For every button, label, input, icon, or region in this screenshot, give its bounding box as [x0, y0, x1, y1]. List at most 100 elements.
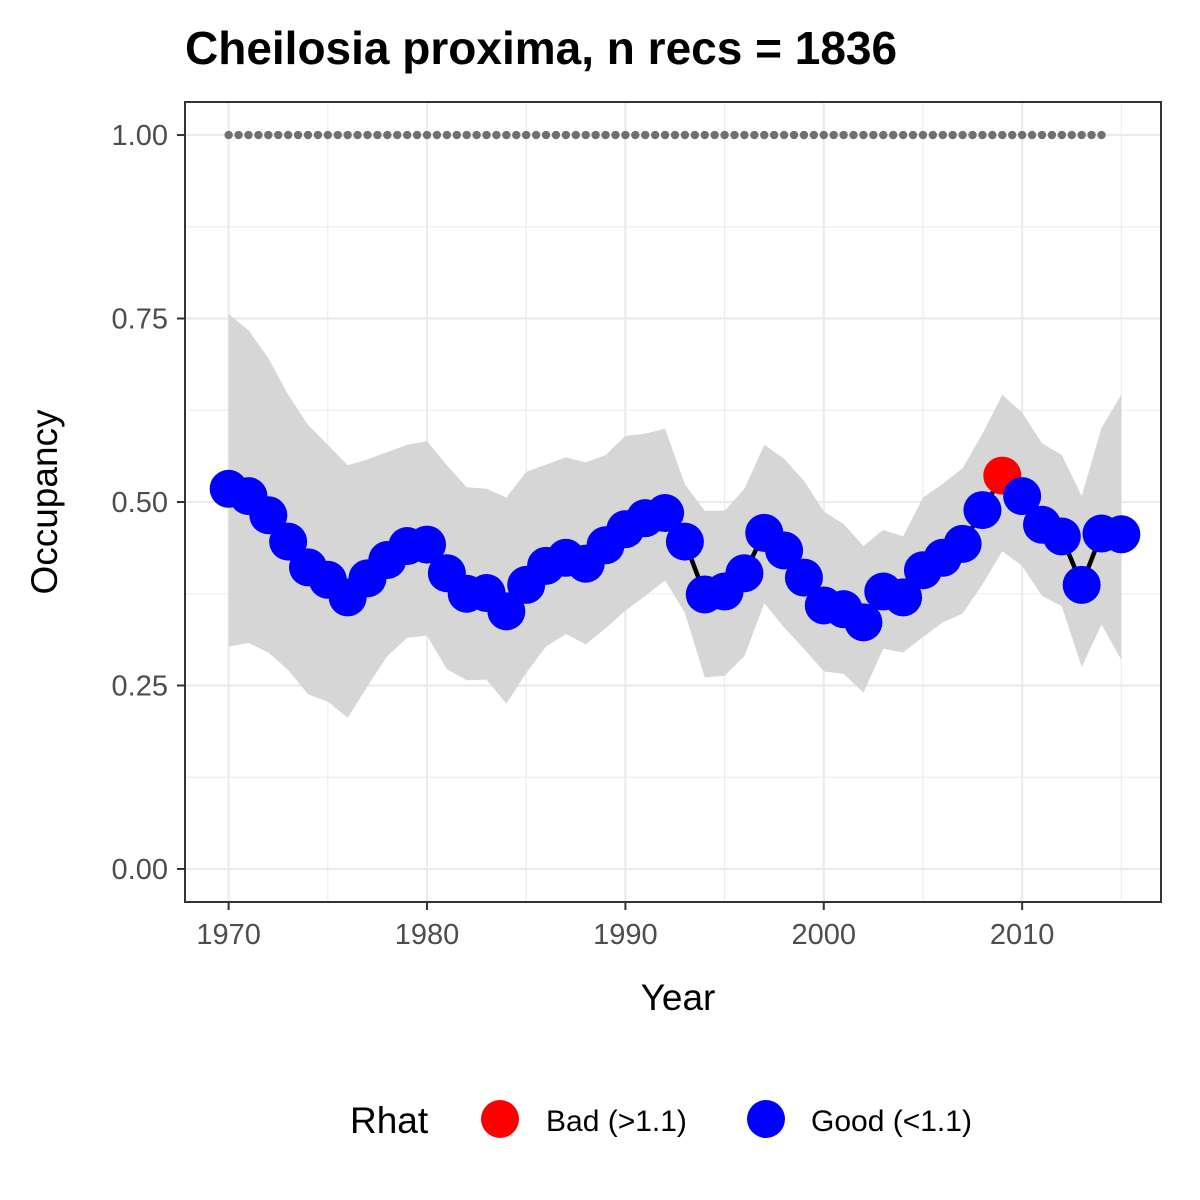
reference-dot — [859, 130, 868, 140]
reference-dot — [353, 130, 362, 140]
legend-key-bad — [481, 1100, 519, 1138]
reference-dot — [1077, 130, 1086, 140]
y-tick-label: 1.00 — [112, 120, 168, 152]
reference-dot — [244, 130, 253, 140]
reference-dot — [422, 130, 432, 140]
reference-dot — [660, 130, 670, 140]
reference-dot — [274, 130, 283, 140]
reference-dot — [571, 130, 580, 140]
reference-dot — [1087, 130, 1096, 140]
legend: Rhat Bad (>1.1) Good (<1.1) — [350, 1100, 972, 1141]
reference-dot — [522, 130, 531, 140]
reference-dot — [512, 130, 521, 140]
data-point-good — [269, 522, 308, 561]
reference-dot — [323, 130, 333, 140]
axes: 1970 1980 1990 2000 2010 0.00 0.25 0.50 0.75 1.00 — [112, 120, 1055, 951]
reference-dot — [234, 130, 243, 140]
x-tick-label: 2000 — [792, 919, 857, 951]
reference-dot — [482, 130, 491, 140]
y-tick-label: 0.75 — [112, 304, 168, 336]
reference-dot — [760, 130, 769, 140]
reference-dots — [224, 130, 1106, 140]
reference-dot — [670, 130, 680, 140]
reference-dot — [383, 130, 392, 140]
data-point-good — [1003, 477, 1042, 516]
reference-dot — [700, 130, 709, 140]
reference-dot — [541, 130, 551, 140]
reference-dot — [720, 130, 729, 140]
reference-dot — [264, 130, 273, 140]
data-points — [209, 456, 1141, 642]
reference-dot — [918, 130, 928, 140]
x-tick-label: 1990 — [593, 919, 658, 951]
reference-dot — [998, 130, 1007, 140]
reference-dot — [343, 130, 352, 140]
reference-dot — [769, 130, 779, 140]
legend-key-good — [747, 1100, 785, 1138]
reference-dot — [650, 130, 660, 140]
data-point-good — [943, 524, 982, 563]
reference-dot — [1097, 130, 1106, 140]
legend-label-good: Good (<1.1) — [811, 1105, 972, 1138]
reference-dot — [750, 130, 759, 140]
x-tick-label: 2010 — [990, 919, 1055, 951]
reference-dot — [1047, 130, 1057, 140]
data-point-good — [249, 496, 288, 535]
y-tick-label: 0.25 — [112, 670, 168, 702]
y-tick-label: 0.50 — [112, 487, 168, 519]
reference-dot — [898, 130, 908, 140]
reference-dot — [641, 130, 650, 140]
x-axis-title: Year — [641, 977, 716, 1018]
reference-dot — [839, 130, 848, 140]
reference-dot — [938, 130, 947, 140]
reference-dot — [293, 130, 303, 140]
reference-dot — [492, 130, 501, 140]
reference-dot — [869, 130, 878, 140]
reference-dot — [591, 130, 600, 140]
reference-dot — [224, 130, 233, 140]
data-point-good — [884, 578, 923, 617]
data-point-good — [665, 522, 704, 561]
reference-dot — [779, 130, 789, 140]
reference-dot — [303, 130, 313, 140]
chart-title: Cheilosia proxima, n recs = 1836 — [185, 22, 897, 74]
reference-dot — [621, 130, 630, 140]
reference-dot — [412, 130, 422, 140]
reference-dot — [363, 130, 372, 140]
data-point-good — [963, 491, 1002, 530]
x-tick-label: 1980 — [395, 919, 460, 951]
reference-dot — [948, 130, 957, 140]
reference-dot — [581, 130, 590, 140]
reference-dot — [333, 130, 342, 140]
data-point-good — [1042, 517, 1081, 556]
reference-dot — [968, 130, 977, 140]
reference-dot — [879, 130, 888, 140]
reference-dot — [799, 130, 809, 140]
data-point-good — [784, 558, 823, 597]
reference-dot — [402, 130, 412, 140]
reference-dot — [690, 130, 700, 140]
reference-dot — [819, 130, 828, 140]
reference-dot — [283, 130, 293, 140]
reference-dot — [849, 130, 858, 140]
reference-dot — [978, 130, 987, 140]
data-point-good — [725, 554, 764, 593]
reference-dot — [442, 130, 452, 140]
reference-dot — [740, 130, 749, 140]
reference-dot — [551, 130, 561, 140]
plot-panel — [184, 101, 1162, 903]
y-axis-title: Occupancy — [24, 409, 65, 595]
reference-dot — [531, 130, 541, 140]
reference-dot — [928, 130, 938, 140]
reference-dot — [789, 130, 799, 140]
x-tick-label: 1970 — [196, 919, 261, 951]
reference-dot — [680, 130, 690, 140]
legend-label-bad: Bad (>1.1) — [546, 1105, 687, 1138]
reference-dot — [888, 130, 898, 140]
reference-dot — [313, 130, 323, 140]
reference-dot — [452, 130, 461, 140]
reference-dot — [373, 130, 382, 140]
y-tick-label: 0.00 — [112, 854, 168, 886]
reference-dot — [1057, 130, 1067, 140]
